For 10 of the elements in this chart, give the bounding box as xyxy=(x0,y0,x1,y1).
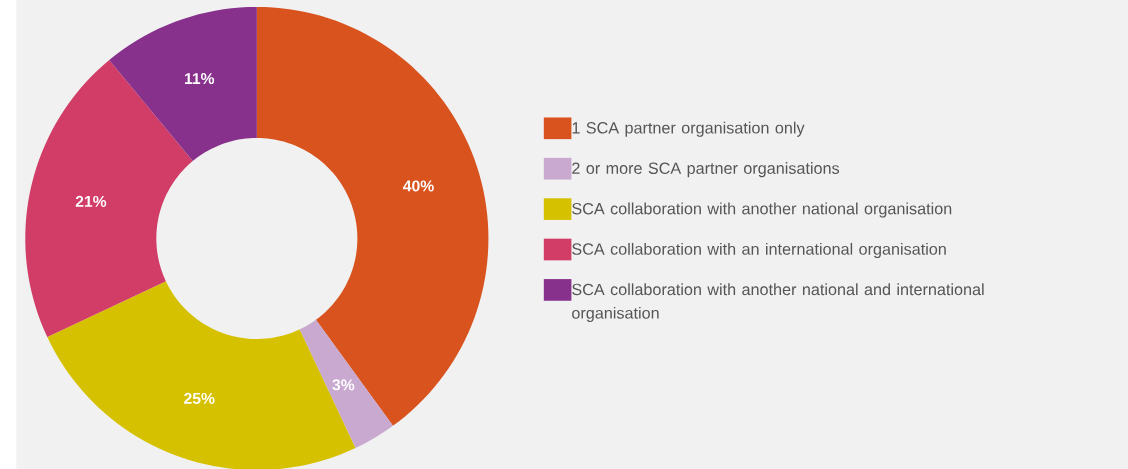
data-label: 40% xyxy=(403,180,434,192)
data-label: 11% xyxy=(184,72,215,85)
legend-label: 1 SCA partner organisation only xyxy=(572,121,805,137)
legend-label: SCA collaboration with another national organisation xyxy=(572,202,952,218)
data-label: 21% xyxy=(75,195,107,207)
data-label: 3% xyxy=(332,379,355,391)
legend-label: 2 or more SCA partner organisations xyxy=(572,162,840,178)
data-label: 25% xyxy=(184,392,215,404)
legend-label: SCA collaboration with an international organisation xyxy=(572,242,946,258)
legend-label: SCA collaboration with another national and international organisation xyxy=(572,283,984,322)
